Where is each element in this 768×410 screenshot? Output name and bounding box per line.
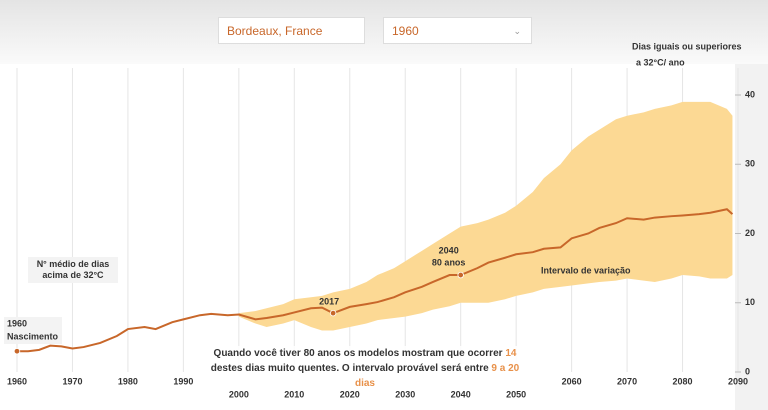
x-tick-label: 2020 <box>340 389 360 399</box>
annotation-dot <box>329 309 337 317</box>
chevron: ⌄ <box>513 26 521 36</box>
summary-text: Quando você tiver 80 anos os modelos mos… <box>213 348 506 359</box>
year-select[interactable]: 1960 ⌄ <box>383 17 532 44</box>
x-tick-label: 2080 <box>673 376 693 386</box>
series-label: N° médio de dias acima de 32°C <box>37 259 110 280</box>
annotation-dot <box>457 271 464 279</box>
annotation-label: Nascimento <box>7 331 59 341</box>
x-tick-label: 2070 <box>617 376 637 386</box>
y-tick-label: 30 <box>745 159 755 169</box>
x-tick-label: 2030 <box>395 389 415 399</box>
y-tick-label: 0 <box>745 366 750 376</box>
annotation-label: 2040 <box>439 245 459 255</box>
x-tick-label: 2060 <box>562 376 582 386</box>
axis-panel <box>735 64 768 410</box>
range-band <box>238 101 733 331</box>
label-box <box>4 317 62 344</box>
x-tick-label: 2090 <box>728 376 748 386</box>
x-tick-label: 1990 <box>173 376 193 386</box>
x-tick-label: 1970 <box>62 376 82 386</box>
median-line <box>17 208 734 353</box>
annotation-dot <box>13 348 21 355</box>
annotation-label: 80 anos <box>432 257 466 267</box>
y-tick-label: 20 <box>745 228 755 238</box>
y-axis-label: Dias iguais ou superiores <box>632 41 742 51</box>
x-tick-label: 1980 <box>118 376 138 386</box>
band-label: Intervalo de variação <box>541 265 631 275</box>
x-tick-label: 2050 <box>506 389 526 399</box>
y-axis-label: a 32°C/ ano <box>636 57 685 67</box>
summary-highlight: 14 <box>505 348 517 359</box>
year-value: 1960 <box>392 24 419 38</box>
annotation-label: 2017 <box>319 297 339 307</box>
annotation-label: 1960 <box>7 318 27 328</box>
summary: Quando você tiver 80 anos os modelos mos… <box>200 346 530 391</box>
y-tick-label: 40 <box>745 89 755 99</box>
x-tick-label: 1960 <box>7 376 27 386</box>
x-tick-label: 2010 <box>284 389 304 399</box>
x-tick-label: 2040 <box>451 389 471 399</box>
summary-highlight: 9 a 20 dias <box>354 363 520 389</box>
label-box <box>28 257 118 283</box>
location-select[interactable]: Bordeaux, France <box>218 17 365 44</box>
summary-text: destes dias muito quentes. O intervalo p… <box>210 363 492 374</box>
x-tick-label: 2000 <box>229 389 249 399</box>
y-tick-label: 10 <box>745 297 755 307</box>
